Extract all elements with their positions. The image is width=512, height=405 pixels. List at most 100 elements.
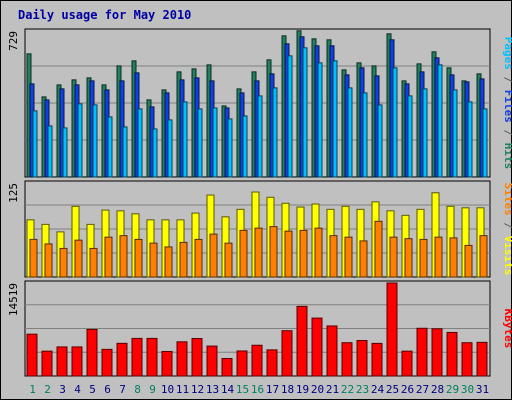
- bar-kbytes-day-15: [236, 350, 248, 377]
- bar-pages-day-13: [212, 107, 218, 178]
- x-tick-label-12: 12: [191, 383, 204, 396]
- bar-kbytes-day-12: [191, 338, 203, 377]
- bar-kbytes-day-1: [26, 333, 38, 377]
- bar-sites-day-14: [224, 242, 233, 278]
- x-tick-label-3: 3: [59, 383, 66, 396]
- x-tick-label-9: 9: [149, 383, 156, 396]
- x-tick-label-18: 18: [281, 383, 294, 396]
- bar-pages-day-23: [362, 92, 368, 178]
- bar-sites-day-24: [374, 220, 383, 278]
- bar-kbytes-day-29: [446, 331, 458, 377]
- bar-pages-day-21: [332, 60, 338, 178]
- bar-pages-day-17: [272, 87, 278, 178]
- side-legend-part: Hits: [502, 143, 512, 170]
- bar-kbytes-day-11: [176, 341, 188, 377]
- x-tick-label-19: 19: [296, 383, 309, 396]
- bar-sites-day-5: [89, 247, 98, 278]
- bar-sites-day-16: [254, 227, 263, 278]
- x-tick-label-2: 2: [44, 383, 51, 396]
- bar-kbytes-day-16: [251, 344, 263, 377]
- bar-pages-day-31: [482, 108, 488, 178]
- x-tick-label-22: 22: [341, 383, 354, 396]
- bar-kbytes-day-20: [311, 317, 323, 377]
- bar-sites-day-17: [269, 226, 278, 278]
- bar-pages-day-9: [152, 128, 158, 178]
- y-max-label: 729: [7, 31, 20, 51]
- y-max-label: 125: [7, 183, 20, 203]
- bar-pages-day-7: [122, 126, 128, 178]
- bar-sites-day-22: [344, 236, 353, 278]
- bar-kbytes-day-24: [371, 342, 383, 377]
- bar-pages-day-25: [392, 67, 398, 178]
- bar-pages-day-6: [107, 116, 113, 178]
- bar-kbytes-day-23: [356, 340, 368, 377]
- bar-pages-day-28: [437, 64, 443, 178]
- bar-kbytes-day-9: [146, 337, 158, 377]
- bar-pages-day-26: [407, 95, 413, 178]
- bar-kbytes-day-7: [116, 342, 128, 377]
- bar-pages-day-20: [317, 62, 323, 178]
- side-legend: KBytes: [502, 309, 512, 349]
- bar-pages-day-3: [62, 127, 68, 178]
- panel-hits-files-pages: 729 Pages / Files / Hits: [7, 28, 512, 178]
- x-tick-label-4: 4: [74, 383, 81, 396]
- bar-sites-day-1: [29, 238, 38, 278]
- bar-sites-day-4: [74, 239, 83, 278]
- x-tick-label-25: 25: [386, 383, 399, 396]
- x-tick-label-15: 15: [236, 383, 249, 396]
- x-tick-label-16: 16: [251, 383, 264, 396]
- bar-kbytes-day-19: [296, 305, 308, 377]
- bar-sites-day-9: [149, 242, 158, 278]
- x-tick-label-13: 13: [206, 383, 219, 396]
- bar-pages-day-18: [287, 55, 293, 178]
- x-tick-label-7: 7: [119, 383, 126, 396]
- bar-sites-day-29: [449, 237, 458, 278]
- side-legend-part: Files: [502, 90, 512, 123]
- bar-pages-day-29: [452, 89, 458, 178]
- bar-kbytes-day-22: [341, 342, 353, 377]
- bar-pages-day-30: [467, 101, 473, 178]
- bar-sites-day-3: [59, 247, 68, 278]
- bar-sites-day-12: [194, 238, 203, 278]
- bar-pages-day-4: [77, 103, 83, 178]
- bar-kbytes-day-31: [476, 341, 488, 377]
- bar-sites-day-7: [119, 235, 128, 278]
- x-tick-label-24: 24: [371, 383, 385, 396]
- bar-kbytes-day-10: [161, 350, 173, 377]
- bar-kbytes-day-4: [71, 346, 83, 377]
- bar-kbytes-day-14: [221, 358, 233, 377]
- bar-kbytes-day-3: [56, 346, 68, 377]
- bar-sites-day-19: [299, 229, 308, 278]
- bar-sites-day-13: [209, 233, 218, 278]
- bar-pages-day-14: [227, 118, 233, 178]
- bar-kbytes-day-21: [326, 325, 338, 377]
- panel-kbytes: 14519 KBytes: [7, 280, 512, 377]
- side-legend-part: KBytes: [502, 309, 512, 349]
- bar-pages-day-12: [197, 108, 203, 178]
- x-tick-label-8: 8: [134, 383, 141, 396]
- x-tick-label-23: 23: [356, 383, 369, 396]
- bar-kbytes-day-18: [281, 330, 293, 377]
- bar-sites-day-30: [464, 244, 473, 278]
- chart-title: Daily usage for May 2010: [18, 8, 191, 22]
- bar-sites-day-31: [479, 235, 488, 278]
- bar-sites-day-8: [134, 238, 143, 278]
- bar-sites-day-23: [359, 240, 368, 278]
- bar-pages-day-5: [92, 104, 98, 178]
- side-legend-part: Visits: [502, 236, 512, 276]
- x-tick-label-6: 6: [104, 383, 111, 396]
- bar-pages-day-27: [422, 88, 428, 178]
- bar-kbytes-day-26: [401, 350, 413, 377]
- bar-sites-day-6: [104, 236, 113, 278]
- bar-kbytes-day-27: [416, 327, 428, 377]
- x-tick-label-27: 27: [416, 383, 429, 396]
- x-tick-label-5: 5: [89, 383, 96, 396]
- bar-sites-day-26: [404, 238, 413, 278]
- bar-pages-day-10: [167, 119, 173, 178]
- side-legend-part: /: [502, 216, 512, 236]
- x-axis-labels: 1 2 3 4 5 6 7 8 9 10 11 12 13 14 15 16 17 18 19 20 21 22 23 24 2…: [29, 383, 489, 396]
- x-tick-label-29: 29: [446, 383, 459, 396]
- side-legend: Sites / Visits: [502, 183, 512, 276]
- bar-sites-day-11: [179, 241, 188, 278]
- bar-pages-day-2: [47, 125, 53, 178]
